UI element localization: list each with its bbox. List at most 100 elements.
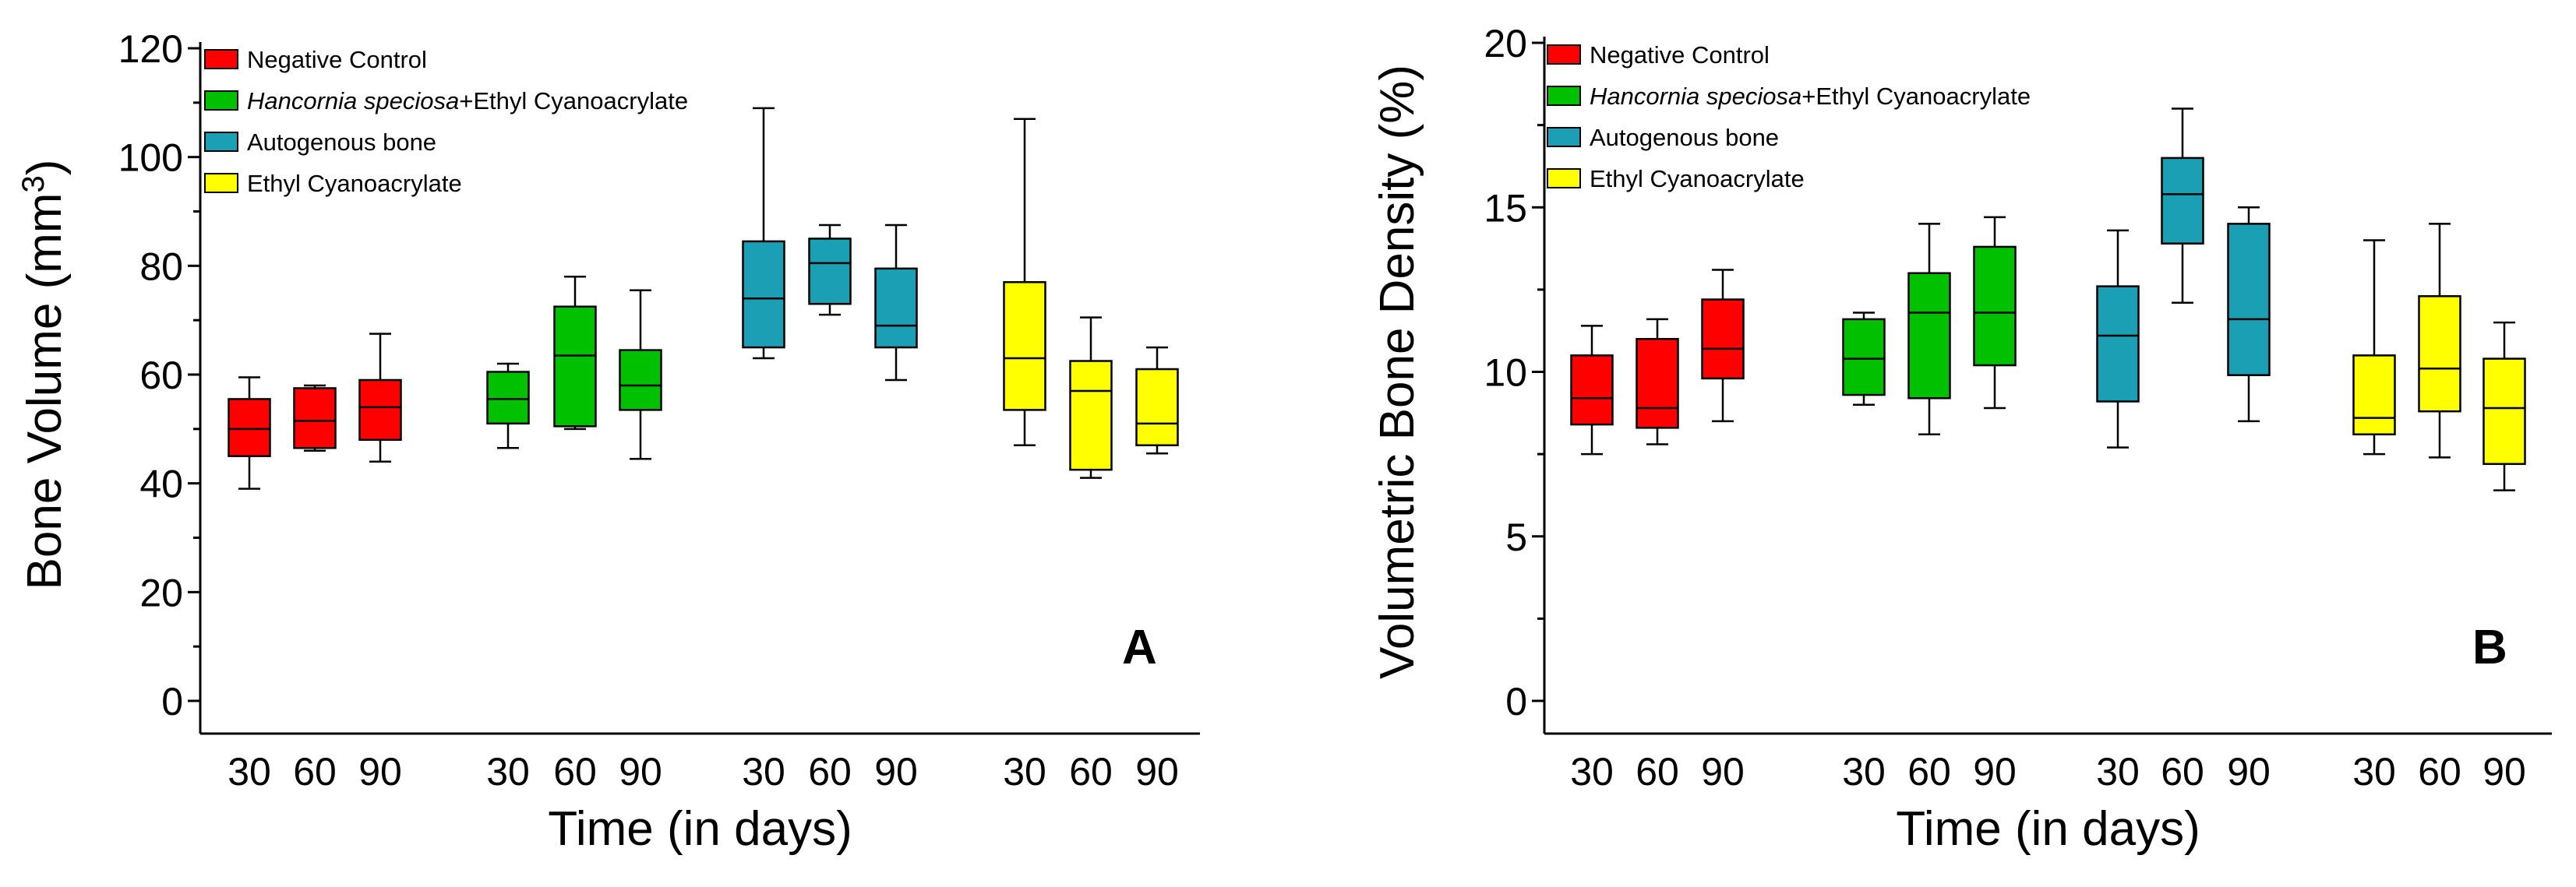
legend-label-italic: Hancornia speciosa <box>1590 83 1801 110</box>
box-iqr <box>1973 245 2017 367</box>
box-iqr <box>1069 360 1113 471</box>
box-iqr <box>2227 223 2271 376</box>
box-iqr <box>293 387 337 449</box>
x-tick-label: 30 <box>1003 750 1046 794</box>
legend-label-text: Ethyl Cyanoacrylate <box>247 170 462 197</box>
box-ethyl-cyanoacrylate-day-60 <box>1069 316 1113 479</box>
box-hancornia-speciosa-ethyl-cyanoacrylate-day-60 <box>553 276 597 431</box>
legend-label-italic: Hancornia speciosa <box>247 87 459 114</box>
legend-label: Ethyl Cyanoacrylate <box>1590 165 1805 192</box>
x-tick-label: 30 <box>1570 750 1614 794</box>
x-tick-label: 90 <box>2227 750 2271 794</box>
x-tick-label: 90 <box>1135 750 1179 794</box>
legend-label: Negative Control <box>1590 41 1770 69</box>
box-hancornia-speciosa-ethyl-cyanoacrylate-day-90 <box>619 289 662 460</box>
box-ethyl-cyanoacrylate-day-60 <box>2418 223 2461 459</box>
x-tick-label: 30 <box>2096 750 2140 794</box>
x-axis-title: Time (in days) <box>1896 802 2200 856</box>
legend-label-text: +Ethyl Cyanoacrylate <box>459 87 688 114</box>
legend-label-text: Negative Control <box>247 46 427 73</box>
legend-label-text: Autogenous bone <box>1590 124 1779 151</box>
y-tick-label: 20 <box>1484 22 1527 65</box>
x-tick-label: 90 <box>2482 750 2526 794</box>
box-iqr <box>1907 272 1951 400</box>
box-iqr <box>1135 368 1179 447</box>
box-ethyl-cyanoacrylate-day-30 <box>1003 118 1046 447</box>
x-tick-label: 90 <box>358 750 402 794</box>
box-autogenous-bone-day-30 <box>742 107 785 360</box>
box-iqr <box>874 267 918 349</box>
x-tick-label: 60 <box>808 750 852 794</box>
box-negative-control-day-60 <box>293 384 337 452</box>
x-axis-title: Time (in days) <box>548 802 852 856</box>
box-autogenous-bone-day-60 <box>808 224 852 316</box>
panel-letter: A <box>1122 621 1157 674</box>
legend-swatch <box>204 90 238 111</box>
legend-label: Hancornia speciosa+Ethyl Cyanoacrylate <box>1590 83 2031 110</box>
box-iqr <box>553 305 597 428</box>
box-hancornia-speciosa-ethyl-cyanoacrylate-day-90 <box>1973 216 2017 410</box>
box-iqr <box>358 378 402 442</box>
x-tick-label: 90 <box>1701 750 1745 794</box>
y-tick-label: 15 <box>1484 186 1527 230</box>
legend: Negative Control Hancornia speciosa+Ethyl… <box>1547 41 2031 192</box>
legend-label: Autogenous bone <box>247 128 436 156</box>
legend-swatch <box>204 132 238 152</box>
box-negative-control-day-30 <box>228 376 271 490</box>
y-tick-label: 10 <box>1484 351 1527 395</box>
box-iqr <box>1003 281 1046 411</box>
legend-label: Negative Control <box>247 46 427 73</box>
y-tick-label: 100 <box>118 136 183 180</box>
x-tick-label: 60 <box>2161 750 2204 794</box>
y-tick-label: 0 <box>161 680 183 723</box>
y-tick-label: 60 <box>139 354 183 397</box>
x-tick-label: 60 <box>1636 750 1679 794</box>
x-tick-label: 90 <box>1973 750 2017 794</box>
x-tick-label: 30 <box>1842 750 1886 794</box>
legend-label: Hancornia speciosa+Ethyl Cyanoacrylate <box>247 87 688 114</box>
box-iqr <box>228 398 271 457</box>
x-tick-label: 60 <box>2418 750 2461 794</box>
box-iqr <box>1701 298 1745 380</box>
panel-b: 0 5 10 15 20 30 60 90 30 60 90 30 60 90 30 60 90 Time (in… <box>1371 22 2552 856</box>
box-iqr <box>742 240 785 349</box>
x-tick-label: 90 <box>874 750 918 794</box>
legend-swatch <box>204 173 238 193</box>
x-tick-label: 30 <box>2352 750 2396 794</box>
box-autogenous-bone-day-90 <box>2227 206 2271 423</box>
x-tick-label: 60 <box>1907 750 1951 794</box>
panel-a: 0 20 40 60 80 100 120 30 60 90 30 60 90 30 60 90 30 60 90 T… <box>16 27 1200 856</box>
box-ethyl-cyanoacrylate-day-90 <box>1135 346 1179 455</box>
box-iqr <box>2418 295 2461 413</box>
y-tick-label: 20 <box>139 571 183 614</box>
box-negative-control-day-90 <box>1701 269 1745 423</box>
y-axis-title-text: Bone Volume (mm <box>18 192 72 590</box>
legend-label: Ethyl Cyanoacrylate <box>247 170 462 197</box>
x-tick-label: 30 <box>486 750 530 794</box>
y-tick-label: 40 <box>139 463 183 506</box>
legend-label-text: Autogenous bone <box>247 128 436 156</box>
x-tick-label: 30 <box>742 750 785 794</box>
box-iqr <box>1842 318 1886 396</box>
box-autogenous-bone-day-90 <box>874 224 918 382</box>
x-tick-label: 90 <box>619 750 662 794</box>
box-autogenous-bone-day-60 <box>2161 107 2204 304</box>
panel-letter: B <box>2472 621 2507 674</box>
box-iqr <box>2482 357 2526 466</box>
legend-label-text: Negative Control <box>1590 41 1770 69</box>
box-hancornia-speciosa-ethyl-cyanoacrylate-day-30 <box>486 362 530 449</box>
box-autogenous-bone-day-30 <box>2096 229 2140 449</box>
box-iqr <box>808 238 852 305</box>
y-axis-title: Bone Volume (mm3) <box>16 160 72 590</box>
box-hancornia-speciosa-ethyl-cyanoacrylate-day-30 <box>1842 312 1886 406</box>
box-ethyl-cyanoacrylate-day-90 <box>2482 321 2526 491</box>
legend-label: Autogenous bone <box>1590 124 1779 151</box>
box-iqr <box>1636 338 1679 429</box>
y-axis-title: Volumetric Bone Density (%) <box>1371 65 1424 679</box>
box-iqr <box>2352 354 2396 436</box>
box-iqr <box>2161 157 2204 245</box>
legend-swatch <box>1547 44 1581 65</box>
box-iqr <box>486 371 530 425</box>
box-negative-control-day-30 <box>1570 325 1614 456</box>
y-tick-label: 120 <box>118 27 183 71</box>
